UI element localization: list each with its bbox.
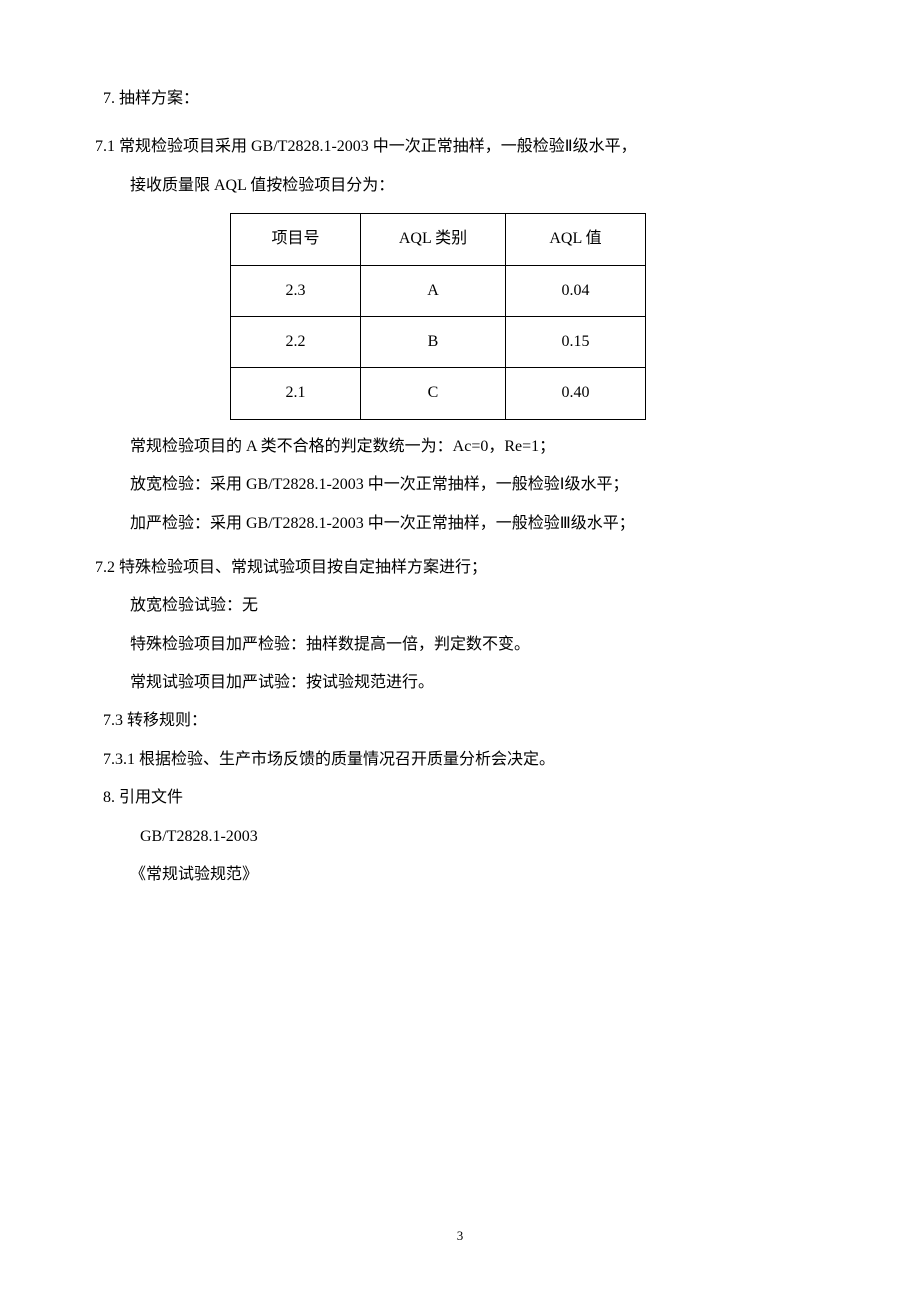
section-7-2-title: 7.2 特殊检验项目、常规试验项目按自定抽样方案进行；: [95, 549, 825, 587]
section-7-3-title: 7.3 转移规则：: [103, 702, 825, 740]
page-number: 3: [0, 1228, 920, 1244]
note-1: 常规检验项目的 A 类不合格的判定数统一为：Ac=0，Re=1；: [130, 428, 825, 466]
table-cell: A: [361, 265, 506, 316]
section-8-title: 8. 引用文件: [103, 779, 825, 817]
document-content: 7. 抽样方案： 7.1 常规检验项目采用 GB/T2828.1-2003 中一…: [95, 80, 825, 894]
table-header-row: 项目号 AQL 类别 AQL 值: [231, 214, 646, 265]
table-cell: 2.3: [231, 265, 361, 316]
table-row: 2.1 C 0.40: [231, 368, 646, 419]
section-7-1-line2: 接收质量限 AQL 值按检验项目分为：: [130, 167, 825, 205]
table-header-cell: AQL 类别: [361, 214, 506, 265]
table-cell: 0.40: [506, 368, 646, 419]
section-7-2-line3: 常规试验项目加严试验：按试验规范进行。: [130, 664, 825, 702]
table-row: 2.2 B 0.15: [231, 316, 646, 367]
note-2: 放宽检验：采用 GB/T2828.1-2003 中一次正常抽样，一般检验Ⅰ级水平…: [130, 466, 825, 504]
section-7-1: 7.1 常规检验项目采用 GB/T2828.1-2003 中一次正常抽样，一般检…: [95, 128, 825, 205]
section-8-item1: GB/T2828.1-2003: [140, 818, 825, 856]
table-cell: C: [361, 368, 506, 419]
table-cell: 0.04: [506, 265, 646, 316]
table-row: 2.3 A 0.04: [231, 265, 646, 316]
section-7-1-line1: 7.1 常规检验项目采用 GB/T2828.1-2003 中一次正常抽样，一般检…: [95, 128, 825, 166]
table-cell: 0.15: [506, 316, 646, 367]
section-7-title: 7. 抽样方案：: [103, 80, 825, 118]
table-header-cell: AQL 值: [506, 214, 646, 265]
section-7-2-line1: 放宽检验试验：无: [130, 587, 825, 625]
section-7-2-line2: 特殊检验项目加严检验：抽样数提高一倍，判定数不变。: [130, 626, 825, 664]
table-cell: 2.2: [231, 316, 361, 367]
section-8-item2: 《常规试验规范》: [130, 856, 825, 894]
table-cell: 2.1: [231, 368, 361, 419]
aql-table: 项目号 AQL 类别 AQL 值 2.3 A 0.04 2.2 B 0.15 2…: [230, 213, 646, 420]
section-7-3-1: 7.3.1 根据检验、生产市场反馈的质量情况召开质量分析会决定。: [103, 741, 825, 779]
table-cell: B: [361, 316, 506, 367]
table-header-cell: 项目号: [231, 214, 361, 265]
note-3: 加严检验：采用 GB/T2828.1-2003 中一次正常抽样，一般检验Ⅲ级水平…: [130, 505, 825, 543]
